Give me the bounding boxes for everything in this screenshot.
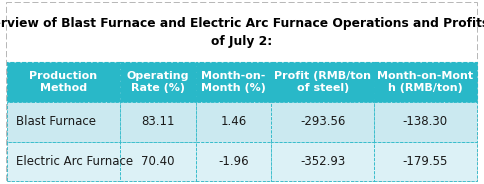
Text: Month-on-Mont
h (RMB/ton): Month-on-Mont h (RMB/ton)	[378, 70, 473, 93]
FancyBboxPatch shape	[272, 141, 374, 181]
Text: Overview of Blast Furnace and Electric Arc Furnace Operations and Profits as
of : Overview of Blast Furnace and Electric A…	[0, 17, 484, 48]
Text: Profit (RMB/ton
of steel): Profit (RMB/ton of steel)	[274, 70, 371, 93]
FancyBboxPatch shape	[7, 3, 477, 62]
Text: 83.11: 83.11	[141, 115, 174, 128]
FancyBboxPatch shape	[7, 62, 120, 102]
FancyBboxPatch shape	[196, 102, 272, 141]
Text: Operating
Rate (%): Operating Rate (%)	[126, 70, 189, 93]
Text: Production
Method: Production Method	[30, 70, 98, 93]
Text: -1.96: -1.96	[218, 155, 249, 168]
FancyBboxPatch shape	[374, 62, 477, 102]
Text: -179.55: -179.55	[403, 155, 448, 168]
FancyBboxPatch shape	[7, 102, 120, 141]
Text: Blast Furnace: Blast Furnace	[16, 115, 96, 128]
FancyBboxPatch shape	[7, 3, 477, 181]
FancyBboxPatch shape	[7, 141, 120, 181]
FancyBboxPatch shape	[120, 102, 196, 141]
Text: -138.30: -138.30	[403, 115, 448, 128]
Text: -293.56: -293.56	[300, 115, 346, 128]
Text: 1.46: 1.46	[220, 115, 246, 128]
Text: 70.40: 70.40	[141, 155, 174, 168]
FancyBboxPatch shape	[272, 62, 374, 102]
Text: Month-on-
Month (%): Month-on- Month (%)	[201, 70, 266, 93]
FancyBboxPatch shape	[196, 62, 272, 102]
FancyBboxPatch shape	[272, 102, 374, 141]
FancyBboxPatch shape	[120, 141, 196, 181]
Text: Electric Arc Furnace: Electric Arc Furnace	[16, 155, 134, 168]
Text: -352.93: -352.93	[300, 155, 345, 168]
FancyBboxPatch shape	[374, 102, 477, 141]
FancyBboxPatch shape	[120, 62, 196, 102]
FancyBboxPatch shape	[374, 141, 477, 181]
FancyBboxPatch shape	[196, 141, 272, 181]
